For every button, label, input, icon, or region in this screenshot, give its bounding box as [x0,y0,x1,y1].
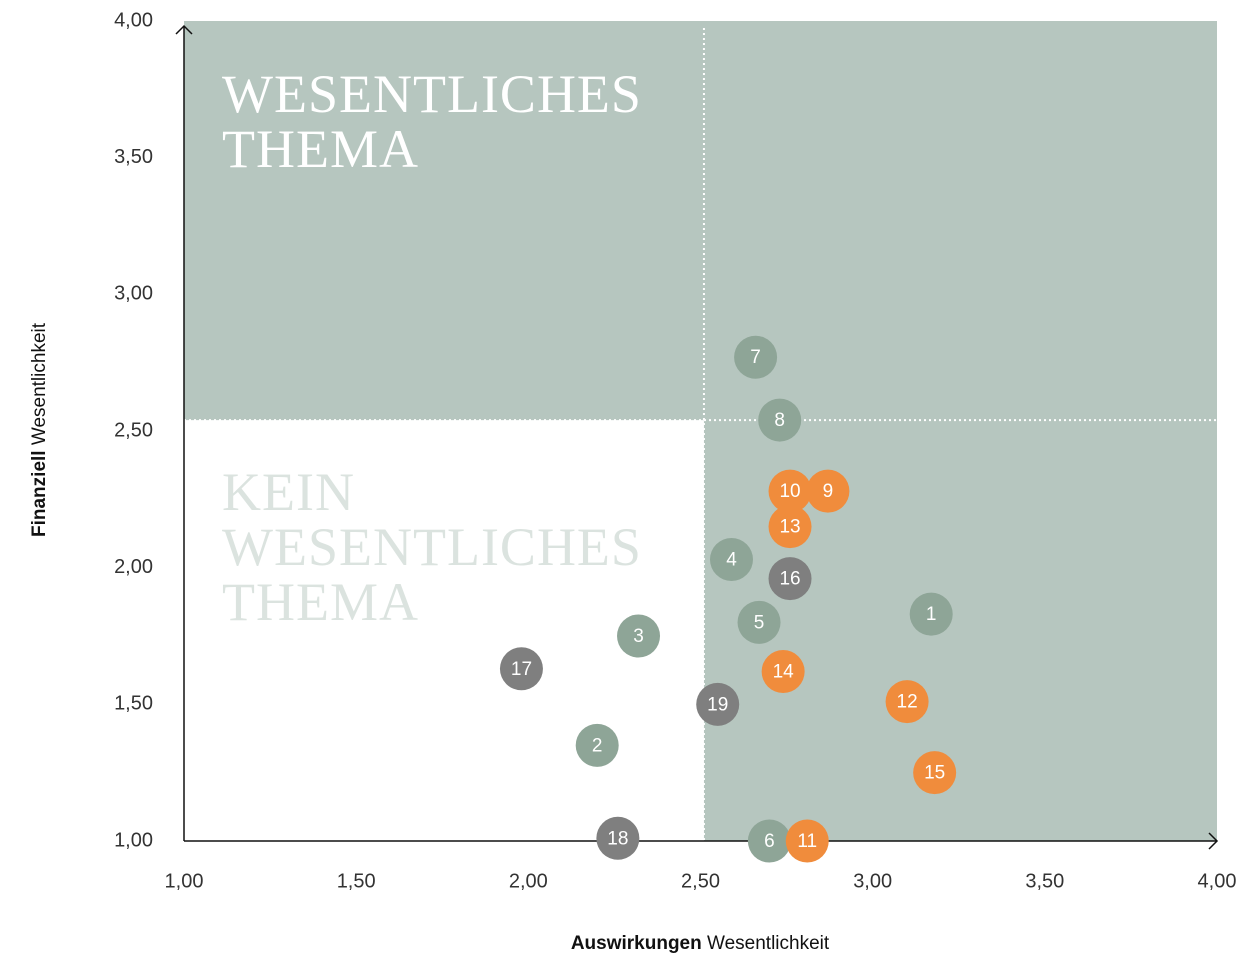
topic-label: 19 [707,694,728,715]
topic-label: 10 [779,481,800,502]
y-tick-label: 4,00 [114,9,153,31]
x-tick-label: 3,00 [853,870,892,892]
x-tick-label: 2,00 [509,870,548,892]
topic-bubble [499,647,543,691]
topic-point: 5 [737,600,781,644]
topic-bubble [709,537,753,581]
y-arrow [175,24,193,35]
topic-bubble [909,592,953,636]
topic-bubble [806,469,850,513]
topic-bubble [696,682,740,726]
quadrant-label: WESENTLICHES [222,517,642,577]
topic-bubble [913,751,957,795]
y-tick-label: 3,50 [114,146,153,168]
topic-label: 17 [511,659,532,680]
y-tick-label: 2,50 [114,419,153,441]
topic-point: 9 [806,469,850,513]
topic-bubble [768,469,812,513]
x-tick-label: 4,00 [1198,870,1237,892]
y-tick-label: 1,50 [114,693,153,715]
topic-label: 14 [773,662,795,683]
y-tick-label: 3,00 [114,283,153,305]
topic-point: 14 [761,650,805,694]
topic-point: 1 [909,592,953,636]
topic-point: 18 [596,816,640,860]
topic-label: 7 [750,347,761,368]
topic-bubble [617,614,661,658]
topic-label: 6 [764,831,775,852]
topic-point: 4 [709,537,753,581]
topic-point: 15 [913,751,957,795]
topic-point: 6 [747,819,791,863]
topic-label: 5 [754,612,765,633]
y-tick-label: 2,00 [114,556,153,578]
topic-point: 19 [696,682,740,726]
topic-bubble [575,723,619,767]
x-arrow [1208,832,1219,850]
topic-point: 2 [575,723,619,767]
topic-bubble [737,600,781,644]
x-tick-label: 1,00 [165,870,204,892]
topic-bubble [758,398,802,442]
topic-label: 8 [774,410,785,431]
topic-bubble [761,650,805,694]
quadrant-label: THEMA [222,119,419,179]
x-tick-label: 3,50 [1025,870,1064,892]
topic-bubble [596,816,640,860]
topic-point: 17 [499,647,543,691]
material-region [184,21,1217,841]
topic-label: 3 [633,626,644,647]
y-title-rest: Wesentlichkeit [29,322,50,445]
y-title-bold: Finanziell [29,450,50,537]
topic-point: 8 [758,398,802,442]
quadrant-label: KEIN [222,462,355,522]
topic-bubble [768,505,812,549]
topic-bubble [747,819,791,863]
topic-label: 2 [592,735,603,756]
topic-label: 9 [823,481,834,502]
topic-label: 11 [797,831,817,852]
topic-bubble [785,819,829,863]
x-title-bold: Auswirkungen [571,933,702,954]
topic-bubble [768,557,812,601]
topic-point: 12 [885,680,929,724]
topic-label: 16 [779,569,800,590]
y-tick-label: 1,00 [114,829,153,851]
topic-label: 1 [926,604,937,625]
y-axis-title: Finanziell Wesentlichkeit [29,322,50,537]
topic-point: 13 [768,505,812,549]
topic-label: 12 [897,692,918,713]
topic-bubble [734,335,778,379]
topic-label: 13 [779,517,800,538]
topic-label: 18 [607,828,628,849]
topic-point: 16 [768,557,812,601]
topic-label: 15 [924,763,945,784]
topic-point: 7 [734,335,778,379]
x-title-rest: Wesentlichkeit [707,933,830,954]
topic-point: 11 [785,819,829,863]
x-tick-label: 2,50 [681,870,720,892]
quadrant-label: WESENTLICHES [222,64,642,124]
topic-label: 4 [726,549,737,570]
topic-bubble [885,680,929,724]
x-axis-title: Auswirkungen Wesentlichkeit [571,933,830,954]
x-tick-label: 1,50 [337,870,376,892]
topic-point: 3 [617,614,661,658]
topic-point: 10 [768,469,812,513]
quadrant-label: THEMA [222,572,419,632]
